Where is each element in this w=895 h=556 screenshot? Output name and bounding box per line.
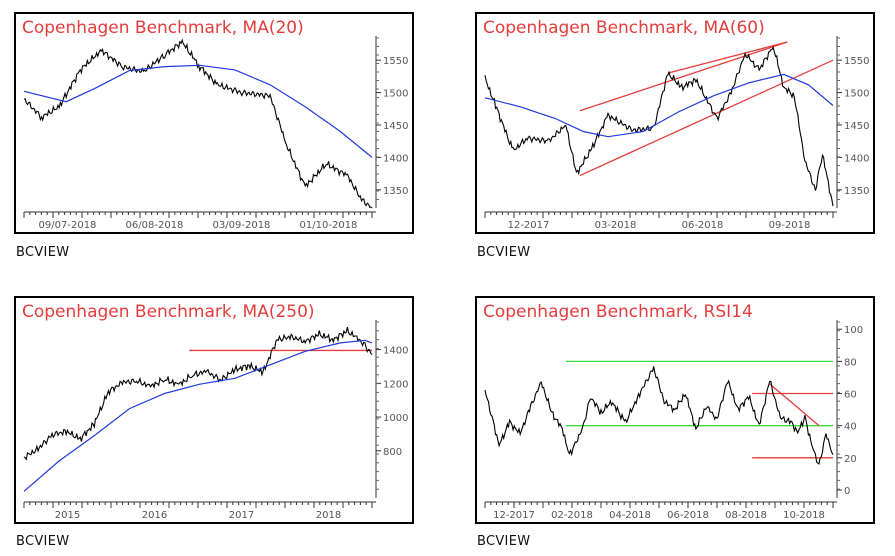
y-tick-label: 1400 <box>844 153 869 164</box>
y-tick-label: 1200 <box>383 379 408 390</box>
x-tick-label: 08-2018 <box>725 510 767 521</box>
series-line-average <box>484 73 834 138</box>
chart-plot: 800 1000 1200 1400 2015 2016 2017 2018 <box>23 320 408 521</box>
series-line-average <box>23 64 373 158</box>
x-tick-label: 2016 <box>142 510 167 521</box>
y-tick-label: 80 <box>844 357 857 368</box>
x-tick-label: 2015 <box>55 510 80 521</box>
chart-panel-ma250: Copenhagen Benchmark, MA(250) 800 1000 120… <box>14 296 414 554</box>
series-line-price <box>23 38 373 209</box>
trend-line <box>579 41 788 112</box>
chart-panel-rsi14: Copenhagen Benchmark, RSI14 0 20 40 60 80 100… <box>475 296 875 554</box>
y-tick-label: 1500 <box>844 89 869 100</box>
y-tick-label: 800 <box>383 447 402 458</box>
x-tick-label: 12-2017 <box>493 510 535 521</box>
source-caption: BCVIEW <box>477 245 531 260</box>
y-tick-label: 0 <box>844 486 850 497</box>
series-line-price <box>23 326 373 461</box>
x-tick-label: 04-2018 <box>609 510 651 521</box>
y-tick-label: 1350 <box>844 186 869 197</box>
series-line-price <box>484 366 834 465</box>
y-tick-label: 1550 <box>383 56 408 67</box>
chart-plot: 1350 1400 1450 1500 1550 09/07-2018 06/08-2018… <box>23 36 408 231</box>
source-caption: BCVIEW <box>16 534 70 549</box>
x-tick-label: 02-2018 <box>551 510 593 521</box>
y-tick-label: 20 <box>844 454 857 465</box>
y-tick-label: 1450 <box>383 121 408 132</box>
x-tick-label: 2018 <box>316 510 341 521</box>
y-tick-label: 1000 <box>383 413 408 424</box>
x-tick-label: 09-2018 <box>769 220 811 231</box>
series-line-average <box>23 339 373 492</box>
y-tick-label: 100 <box>844 325 863 336</box>
chart-frame: Copenhagen Benchmark, MA(250) <box>14 296 414 524</box>
source-caption: BCVIEW <box>16 245 70 260</box>
y-tick-label: 40 <box>844 422 857 433</box>
chart-title: Copenhagen Benchmark, MA(250) <box>22 302 315 322</box>
chart-plot: 0 20 40 60 80 100 12-2017 02-2018 04-2018 06-2018… <box>484 320 863 521</box>
y-tick-label: 1500 <box>383 89 408 100</box>
y-tick-label: 1550 <box>844 56 869 67</box>
trend-line <box>579 59 834 177</box>
chart-frame: Copenhagen Benchmark, MA(20) <box>14 12 414 234</box>
chart-frame: Copenhagen Benchmark, MA(60) <box>475 12 875 234</box>
chart-panel-ma20: Copenhagen Benchmark, MA(20) 1350 1400 145… <box>14 12 414 267</box>
x-tick-label: 03/09-2018 <box>213 220 271 231</box>
y-tick-label: 1400 <box>383 346 408 357</box>
trend-line <box>667 41 788 74</box>
chart-title: Copenhagen Benchmark, RSI14 <box>483 302 753 322</box>
chart-title: Copenhagen Benchmark, MA(60) <box>483 18 765 38</box>
x-tick-label: 12-2017 <box>508 220 550 231</box>
x-tick-label: 01/10-2018 <box>300 220 358 231</box>
x-tick-label: 06/08-2018 <box>126 220 184 231</box>
x-tick-label: 06-2018 <box>667 510 709 521</box>
x-tick-label: 06-2018 <box>682 220 724 231</box>
y-tick-label: 1400 <box>383 153 408 164</box>
series-line-price <box>484 45 834 207</box>
y-tick-label: 1350 <box>383 186 408 197</box>
y-tick-label: 60 <box>844 390 857 401</box>
trend-line <box>769 383 820 427</box>
source-caption: BCVIEW <box>477 534 531 549</box>
x-tick-label: 03-2018 <box>595 220 637 231</box>
x-tick-label: 09/07-2018 <box>39 220 97 231</box>
x-tick-label: 2017 <box>229 510 254 521</box>
chart-panel-ma60: Copenhagen Benchmark, MA(60) 1350 1400 145… <box>475 12 875 267</box>
chart-plot: 1350 1400 1450 1500 1550 12-2017 03-2018 06-201… <box>484 36 869 231</box>
y-tick-label: 1450 <box>844 121 869 132</box>
chart-title: Copenhagen Benchmark, MA(20) <box>22 18 304 38</box>
x-tick-label: 10-2018 <box>783 510 825 521</box>
